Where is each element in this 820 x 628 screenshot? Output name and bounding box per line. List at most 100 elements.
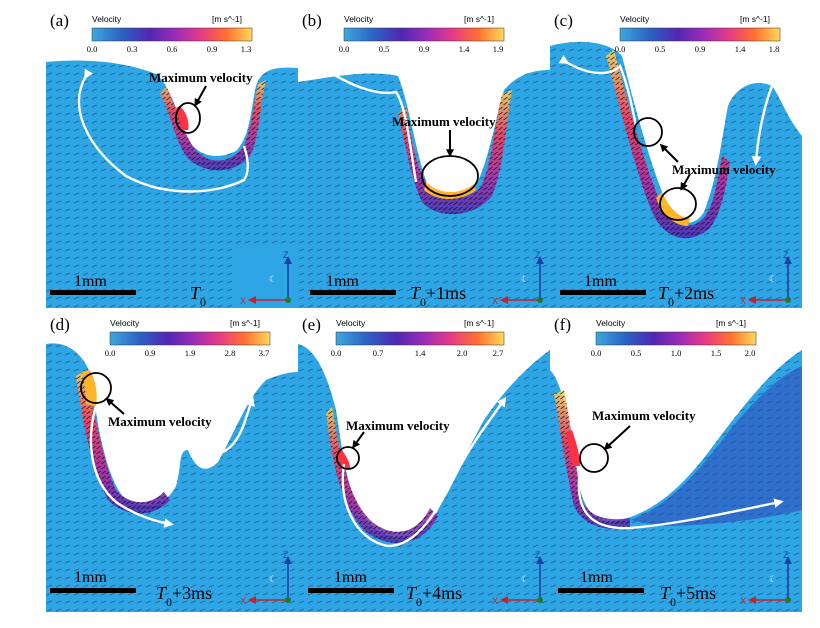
axis-triad: Z X ☾ bbox=[492, 250, 544, 306]
colorbar-ticks: 0.0 0.9 1.9 2.8 3.7 bbox=[105, 348, 270, 358]
time-label: T0+5ms bbox=[660, 583, 716, 609]
colorbar-tick: 0.0 bbox=[87, 44, 98, 54]
time-base: T bbox=[156, 583, 168, 603]
axis-x-label: X bbox=[740, 596, 746, 606]
colorbar-tick: 0.0 bbox=[105, 348, 116, 358]
max-velocity-circle bbox=[659, 187, 697, 221]
time-sub: 0 bbox=[166, 595, 172, 609]
colorbar-tick: 1.3 bbox=[241, 44, 252, 54]
axis-z-label: Z bbox=[535, 550, 541, 560]
time-label: T0+1ms bbox=[410, 283, 466, 308]
blue-region bbox=[630, 366, 802, 526]
colorbar bbox=[109, 331, 271, 346]
svg-text:☾: ☾ bbox=[269, 274, 277, 284]
time-sub: 0 bbox=[670, 595, 676, 609]
time-base: T bbox=[658, 283, 670, 303]
colorbar-tick: 0.0 bbox=[331, 348, 342, 358]
colorbar-title: Velocity bbox=[92, 14, 122, 24]
colorbar-title: Velocity bbox=[620, 14, 650, 24]
colorbar-tick: 0.0 bbox=[615, 44, 626, 54]
annotation-label: Maximum velocity bbox=[149, 70, 253, 85]
time-base: T bbox=[406, 583, 418, 603]
colorbar-tick: 0.0 bbox=[339, 44, 350, 54]
scale-bar-label: 1mm bbox=[326, 273, 359, 290]
panel-d: Maximum velocity (d) Velocity [m s^-1] 0… bbox=[46, 310, 298, 612]
colorbar-tick: 1.5 bbox=[711, 348, 722, 358]
max-velocity-circle bbox=[579, 443, 609, 473]
flow-arrow bbox=[77, 68, 249, 193]
axis-triad: Z X ☾ bbox=[234, 244, 298, 308]
scale-bar-label: 1mm bbox=[580, 569, 613, 586]
panel-tag: (f) bbox=[554, 315, 571, 334]
axis-z-label: Z bbox=[783, 250, 789, 260]
scale-bar-label: 1mm bbox=[74, 273, 107, 290]
axis-triad: Z X ☾ bbox=[492, 550, 544, 606]
scale-bar bbox=[310, 290, 396, 295]
flow-arrow bbox=[341, 396, 507, 548]
panel-tag: (d) bbox=[50, 315, 70, 334]
scale-bar-label: 1mm bbox=[74, 569, 107, 586]
colorbar-tick: 2.8 bbox=[225, 348, 236, 358]
max-velocity-circle bbox=[80, 372, 112, 404]
colorbar-title: Velocity bbox=[336, 318, 366, 328]
colorbar-ticks: 0.0 0.5 0.9 1.4 1.8 bbox=[615, 44, 780, 54]
axis-z-label: Z bbox=[283, 550, 289, 560]
scale-bar bbox=[558, 588, 644, 593]
axis-x-label: X bbox=[492, 596, 498, 606]
colorbar-tick: 0.5 bbox=[631, 348, 642, 358]
flow-arrow-right bbox=[199, 396, 255, 455]
axis-x-label: X bbox=[240, 596, 246, 606]
colorbar-tick: 2.0 bbox=[457, 348, 468, 358]
max-velocity-circle bbox=[175, 102, 201, 134]
axis-triad: Z X ☾ bbox=[740, 250, 792, 306]
panel-tag: (c) bbox=[554, 11, 573, 30]
colorbar-tick: 1.4 bbox=[415, 348, 426, 358]
time-suffix: +4ms bbox=[422, 583, 462, 603]
colorbar-unit: [m s^-1] bbox=[740, 14, 770, 24]
annotation-label: Maximum velocity bbox=[592, 408, 696, 423]
panel-b: Maximum velocity (b) Velocity [m s^-1] 0… bbox=[298, 6, 550, 308]
colorbar-tick: 0.7 bbox=[373, 348, 384, 358]
colorbar-unit: [m s^-1] bbox=[716, 318, 746, 328]
colorbar-tick: 0.3 bbox=[127, 44, 138, 54]
svg-text:☾: ☾ bbox=[269, 574, 277, 584]
svg-text:☾: ☾ bbox=[521, 574, 529, 584]
time-base: T bbox=[410, 283, 422, 303]
svg-text:☾: ☾ bbox=[521, 274, 529, 284]
max-velocity-circle bbox=[633, 117, 663, 147]
time-base: T bbox=[190, 283, 202, 303]
max-spot bbox=[176, 106, 189, 130]
colorbar-tick: 1.8 bbox=[769, 44, 780, 54]
colorbar-tick: 0.9 bbox=[207, 44, 218, 54]
colorbar-tick: 0.5 bbox=[379, 44, 390, 54]
colorbar-tick: 0.9 bbox=[145, 348, 156, 358]
time-sub: 0 bbox=[420, 295, 426, 308]
time-sub: 0 bbox=[668, 295, 674, 308]
colorbar-unit: [m s^-1] bbox=[230, 318, 260, 328]
max-spot bbox=[82, 370, 97, 406]
scale-bar-label: 1mm bbox=[584, 273, 617, 290]
time-sub: 0 bbox=[416, 595, 422, 609]
colorbar-tick: 0.9 bbox=[695, 44, 706, 54]
time-suffix: +3ms bbox=[172, 583, 212, 603]
time-label: T0+4ms bbox=[406, 583, 462, 609]
max-velocity-circle bbox=[336, 446, 360, 470]
colorbar-unit: [m s^-1] bbox=[464, 14, 494, 24]
annotation-label: Maximum velocity bbox=[392, 114, 496, 129]
panel-f: Maximum velocity (f) Velocity [m s^-1] 0… bbox=[550, 310, 802, 612]
colorbar-tick: 1.0 bbox=[671, 348, 682, 358]
panel-tag: (e) bbox=[302, 315, 321, 334]
max-spot bbox=[424, 182, 476, 199]
flow-arrow-right bbox=[751, 85, 774, 166]
colorbar-tick: 0.5 bbox=[655, 44, 666, 54]
max-spot bbox=[566, 430, 580, 466]
scale-bar bbox=[560, 290, 646, 295]
axis-z-label: Z bbox=[535, 250, 541, 260]
max-spot bbox=[656, 192, 690, 226]
scale-bar-label: 1mm bbox=[334, 569, 367, 586]
colorbar-title: Velocity bbox=[110, 318, 140, 328]
colorbar-tick: 1.4 bbox=[459, 44, 470, 54]
colorbar-title: Velocity bbox=[596, 318, 626, 328]
time-label: T0+3ms bbox=[156, 583, 212, 609]
